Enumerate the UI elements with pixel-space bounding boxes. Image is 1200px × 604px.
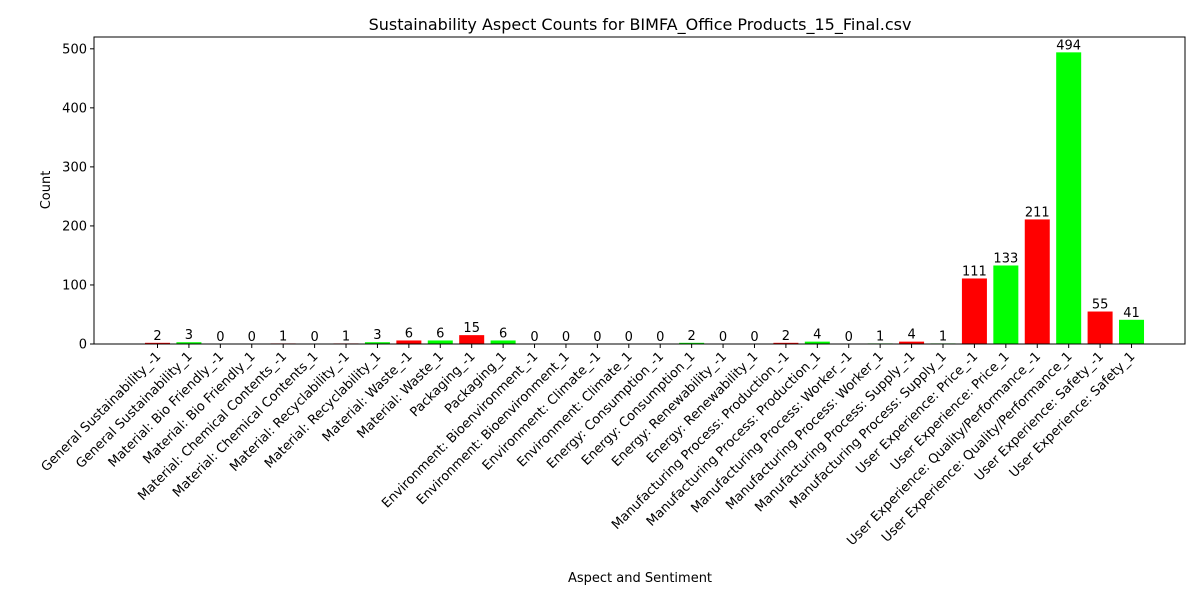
bar: [773, 342, 799, 344]
bar-value-label: 4: [907, 328, 915, 343]
bar-value-label: 1: [876, 329, 884, 344]
bar-value-label: 0: [593, 330, 601, 345]
bar-value-label: 1: [279, 329, 287, 344]
bar-value-label: 2: [782, 329, 790, 344]
bar-value-label: 111: [962, 264, 987, 279]
y-axis: 0 100 200 300 400 500: [62, 42, 94, 353]
bar-value-label: 0: [562, 330, 570, 345]
bar: [1024, 219, 1050, 344]
bar-value-label: 15: [463, 321, 480, 336]
bar-value-label: 2: [153, 329, 161, 344]
bars-layer: [145, 52, 1145, 344]
y-tick-label: 500: [62, 42, 87, 57]
bar: [679, 342, 705, 344]
y-tick-label: 300: [62, 160, 87, 175]
bar-value-label: 0: [248, 330, 256, 345]
bar-value-label: 0: [625, 330, 633, 345]
bar-value-label: 41: [1123, 306, 1140, 321]
bar: [364, 342, 390, 344]
bar: [145, 342, 170, 344]
bar-value-label: 494: [1056, 38, 1081, 53]
bar-value-label: 55: [1092, 298, 1109, 313]
bar-value-label: 2: [687, 329, 695, 344]
bar: [899, 341, 925, 344]
bar-value-label: 0: [530, 330, 538, 345]
bar-value-label: 0: [845, 330, 853, 345]
bar-value-label: 0: [310, 330, 318, 345]
bar-value-label: 0: [216, 330, 224, 345]
bar-value-label: 0: [719, 330, 727, 345]
bar-value-label: 0: [656, 330, 664, 345]
bar: [490, 340, 516, 344]
chart-title: Sustainability Aspect Counts for BIMFA_O…: [369, 15, 912, 35]
bar-value-label: 6: [405, 326, 413, 341]
y-tick-label: 100: [62, 278, 87, 293]
bar: [1087, 311, 1113, 344]
y-axis-label: Count: [39, 171, 54, 210]
bar-value-labels: 2 3 0 0 1 0 1 3 6 6 15 6 0 0 0 0 0 2 0 0 2 4 0 1 4 11111332114945…: [153, 38, 1139, 345]
bar-value-label: 6: [499, 326, 507, 341]
bar: [993, 265, 1019, 344]
bar-value-label: 0: [750, 330, 758, 345]
bar: [804, 341, 830, 344]
bar: [1119, 319, 1145, 344]
bar-value-label: 3: [373, 328, 381, 343]
plot-frame: [93, 36, 1186, 345]
y-tick-label: 400: [62, 101, 87, 116]
bar: [1056, 52, 1082, 344]
bar-value-label: 4: [813, 328, 821, 343]
bar-value-label: 6: [436, 326, 444, 341]
x-axis-label: Aspect and Sentiment: [568, 571, 712, 586]
bar-value-label: 211: [1025, 205, 1050, 220]
bar: [961, 278, 987, 344]
bar: [459, 335, 485, 344]
bar-value-label: 1: [342, 329, 350, 344]
bar-value-label: 3: [185, 328, 193, 343]
bar: [427, 340, 453, 344]
bar-value-label: 133: [993, 251, 1018, 266]
bar: [396, 340, 422, 344]
y-tick-label: 0: [79, 338, 87, 353]
bar: [176, 342, 202, 344]
bar-value-label: 1: [939, 329, 947, 344]
y-tick-label: 200: [62, 219, 87, 234]
